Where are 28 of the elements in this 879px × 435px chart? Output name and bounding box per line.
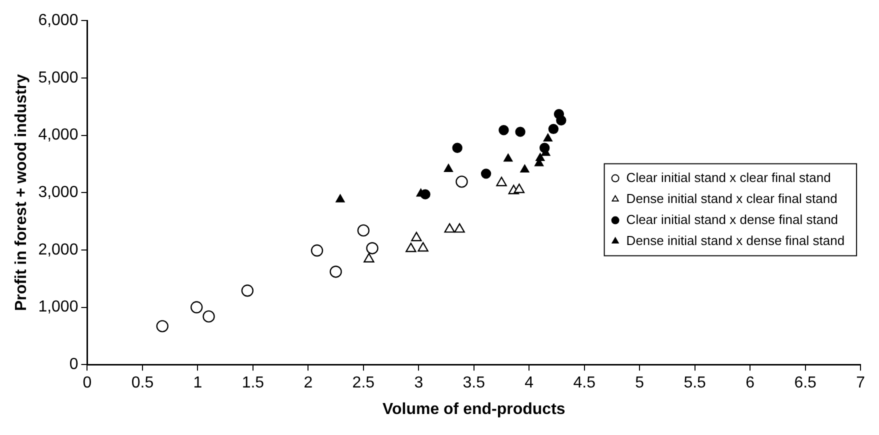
y-tick-label: 1,000	[38, 298, 78, 316]
y-axis-title: Profit in forest + wood industry	[13, 74, 30, 312]
x-tick-label: 1	[193, 374, 202, 392]
y-tick-label: 2,000	[38, 241, 78, 258]
x-tick-label: 4.5	[573, 374, 596, 392]
x-tick-label: 5	[635, 374, 644, 392]
x-tick-label: 0	[82, 374, 92, 392]
y-tick-label: 6,000	[38, 12, 78, 30]
x-tick-label: 3	[414, 374, 424, 392]
legend-label: Dense initial stand x dense final stand	[626, 232, 845, 248]
y-tick-label: 0	[69, 356, 78, 374]
y-tick-label: 5,000	[38, 69, 78, 86]
x-tick-label: 4	[524, 374, 534, 392]
x-tick-label: 6.5	[794, 374, 817, 392]
x-tick-label: 2.5	[352, 374, 375, 392]
legend-label: Dense initial stand x clear final stand	[626, 190, 838, 206]
y-tick-label: 3,000	[38, 184, 78, 202]
legend-label: Clear initial stand x clear final stand	[626, 170, 831, 185]
x-axis-title: Volume of end-products	[382, 400, 566, 418]
x-tick-label: 3.5	[462, 374, 486, 392]
legend-label: Clear initial stand x dense final stand	[626, 212, 838, 227]
x-tick-label: 5.5	[684, 374, 706, 392]
x-tick-label: 6	[746, 374, 755, 392]
x-tick-label: 2	[304, 374, 313, 392]
x-tick-label: 0.5	[131, 374, 154, 392]
x-tick-label: 1.5	[242, 374, 264, 392]
x-tick-label: 7	[856, 374, 866, 392]
y-tick-label: 4,000	[38, 126, 78, 144]
